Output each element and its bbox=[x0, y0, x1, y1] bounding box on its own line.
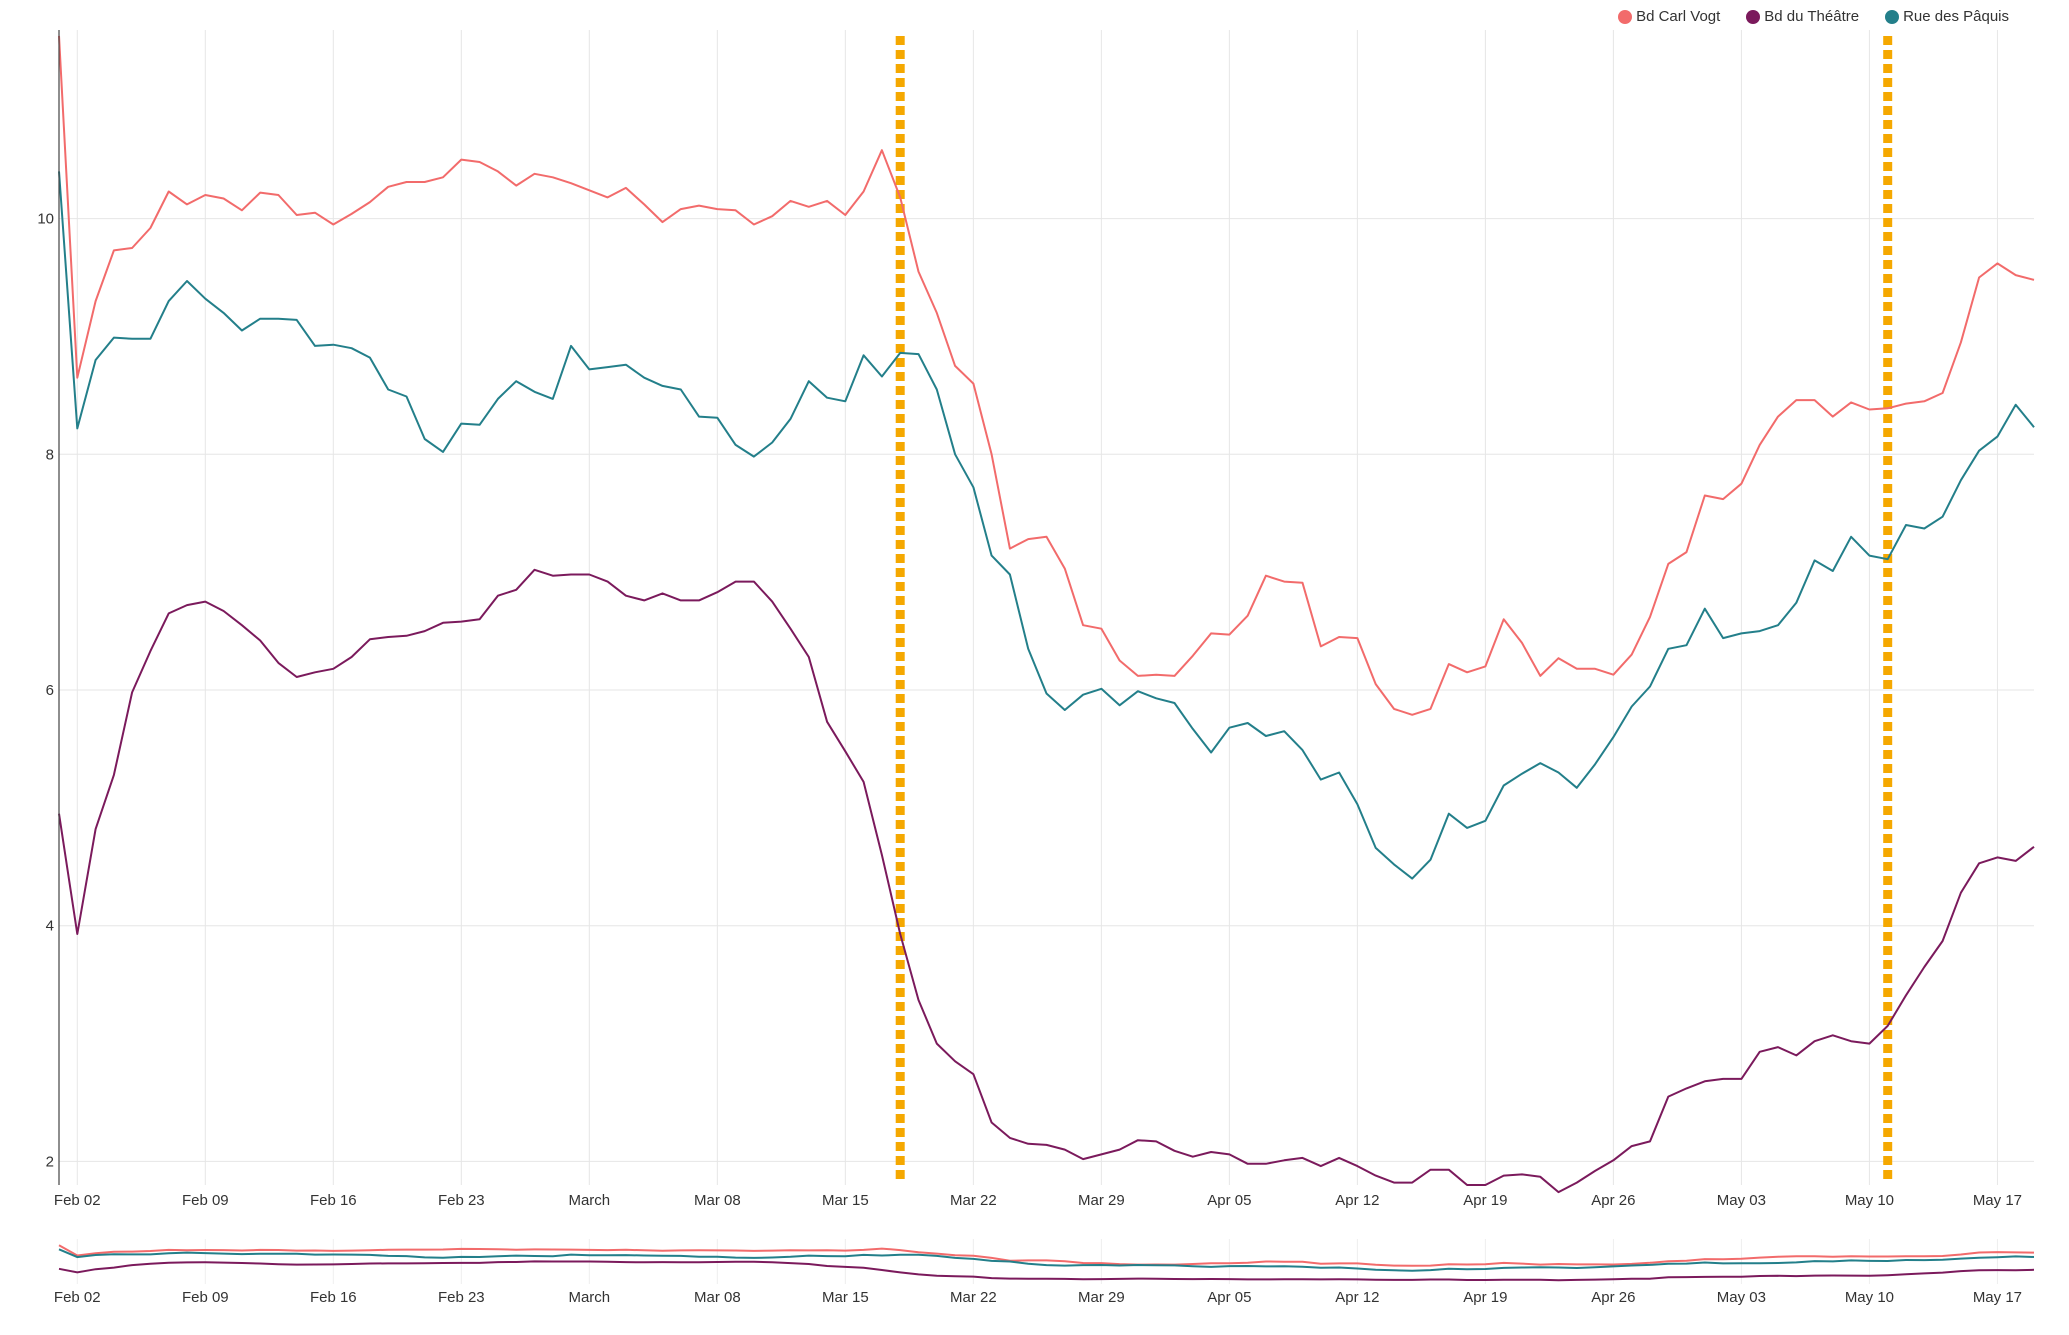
navigator-tick-label: Apr 26 bbox=[1591, 1289, 1635, 1306]
x-tick-label: Apr 12 bbox=[1335, 1192, 1379, 1209]
navigator-tick-label: Apr 05 bbox=[1207, 1289, 1251, 1306]
legend: Bd Carl Vogt Bd du Théâtre Rue des Pâqui… bbox=[1618, 8, 2009, 25]
x-tick-label: May 03 bbox=[1717, 1192, 1766, 1209]
navigator-tick-label: May 03 bbox=[1717, 1289, 1766, 1306]
y-tick-label: 6 bbox=[46, 682, 54, 699]
legend-item-bd-carl-vogt[interactable]: Bd Carl Vogt bbox=[1618, 8, 1720, 25]
navigator-tick-label: Mar 08 bbox=[694, 1289, 741, 1306]
series-line bbox=[58, 568, 2035, 1194]
x-tick-label: Apr 19 bbox=[1463, 1192, 1507, 1209]
x-tick-label: Apr 05 bbox=[1207, 1192, 1251, 1209]
x-tick-label: Feb 02 bbox=[54, 1192, 101, 1209]
grid-lines bbox=[59, 30, 2034, 1185]
event-markers bbox=[895, 36, 1893, 1182]
legend-dot-icon bbox=[1746, 9, 1761, 24]
x-tick-label: May 10 bbox=[1845, 1192, 1894, 1209]
x-tick-label: Mar 15 bbox=[822, 1192, 869, 1209]
navigator-series-line bbox=[58, 1260, 2035, 1282]
navigator-series-line bbox=[58, 1248, 2035, 1272]
x-tick-label: Apr 26 bbox=[1591, 1192, 1635, 1209]
navigator-tick-label: Feb 23 bbox=[438, 1289, 485, 1306]
navigator-tick-label: Apr 12 bbox=[1335, 1289, 1379, 1306]
y-tick-label: 10 bbox=[37, 211, 54, 228]
x-tick-label: Mar 08 bbox=[694, 1192, 741, 1209]
navigator-tick-label: May 17 bbox=[1973, 1289, 2022, 1306]
legend-label: Bd Carl Vogt bbox=[1636, 8, 1721, 25]
y-tick-label: 8 bbox=[46, 446, 54, 463]
navigator-tick-label: Apr 19 bbox=[1463, 1289, 1507, 1306]
y-tick-label: 2 bbox=[46, 1153, 54, 1170]
series-lines bbox=[58, 35, 2035, 1194]
x-tick-label: Feb 16 bbox=[310, 1192, 357, 1209]
navigator-tick-label: May 10 bbox=[1845, 1289, 1894, 1306]
range-navigator[interactable]: Feb 02 Feb 09 Feb 16 Feb 23 March Mar 08 Mar 1… bbox=[54, 1239, 2035, 1306]
legend-label: Bd du Théâtre bbox=[1764, 8, 1860, 25]
x-tick-label: Feb 23 bbox=[438, 1192, 485, 1209]
navigator-tick-label: Mar 22 bbox=[950, 1289, 997, 1306]
series-line bbox=[58, 171, 2035, 880]
y-tick-label: 4 bbox=[46, 918, 54, 935]
x-tick-label: Mar 22 bbox=[950, 1192, 997, 1209]
navigator-tick-label: Mar 15 bbox=[822, 1289, 869, 1306]
navigator-tick-label: Feb 16 bbox=[310, 1289, 357, 1306]
navigator-tick-label: Mar 29 bbox=[1078, 1289, 1125, 1306]
navigator-series-line bbox=[58, 1244, 2035, 1267]
navigator-tick-label: Feb 09 bbox=[182, 1289, 229, 1306]
x-tick-label: Feb 09 bbox=[182, 1192, 229, 1209]
legend-item-bd-du-theatre[interactable]: Bd du Théâtre bbox=[1746, 8, 1859, 25]
series-line bbox=[58, 35, 2035, 716]
axes: 2 4 6 8 10 Feb 02 Feb 09 Feb 16 Feb 23 March Mar 0… bbox=[37, 30, 2022, 1209]
legend-label: Rue des Pâquis bbox=[1903, 8, 2009, 25]
x-tick-label: Mar 29 bbox=[1078, 1192, 1125, 1209]
x-tick-label: May 17 bbox=[1973, 1192, 2022, 1209]
x-tick-label: March bbox=[568, 1192, 610, 1209]
navigator-tick-label: Feb 02 bbox=[54, 1289, 101, 1306]
legend-item-rue-des-paquis[interactable]: Rue des Pâquis bbox=[1885, 8, 2009, 25]
legend-dot-icon bbox=[1618, 9, 1633, 24]
navigator-tick-label: March bbox=[568, 1289, 610, 1306]
legend-dot-icon bbox=[1885, 9, 1900, 24]
